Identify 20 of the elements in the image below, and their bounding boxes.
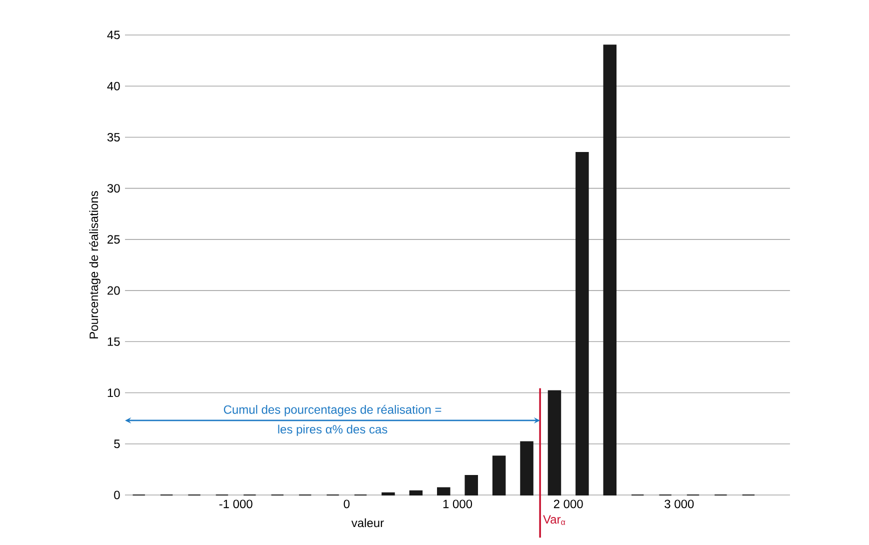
y-tick-label: 10 bbox=[108, 388, 120, 398]
y-tick-label: 35 bbox=[107, 132, 120, 142]
x-tick-label: 2 000 bbox=[554, 500, 583, 508]
x-tick-label: 1 000 bbox=[443, 500, 472, 508]
x-tick-label: 0 bbox=[344, 500, 350, 508]
y-tick-label: 0 bbox=[114, 490, 120, 500]
x-axis-title: valeur bbox=[351, 518, 384, 528]
annotation: les pires α% des cas bbox=[278, 424, 388, 436]
annotation: Cumul des pourcentages de réalisation = bbox=[224, 404, 442, 416]
ref-line-label: Var$_{α}$ bbox=[543, 515, 566, 525]
y-tick-label: 40 bbox=[107, 82, 120, 90]
x-tick-label: -1 000 bbox=[219, 500, 252, 508]
y-tick-label: 45 bbox=[107, 30, 120, 40]
y-tick-label: 30 bbox=[107, 184, 120, 193]
y-tick-label: 5 bbox=[114, 440, 120, 448]
x-tick-label: 3 000 bbox=[664, 500, 694, 508]
y-axis-title: Pourcentage de réalisations bbox=[89, 191, 100, 338]
y-tick-label: 20 bbox=[108, 286, 120, 295]
y-tick-label: 15 bbox=[108, 337, 120, 346]
y-tick-label: 25 bbox=[108, 235, 120, 244]
